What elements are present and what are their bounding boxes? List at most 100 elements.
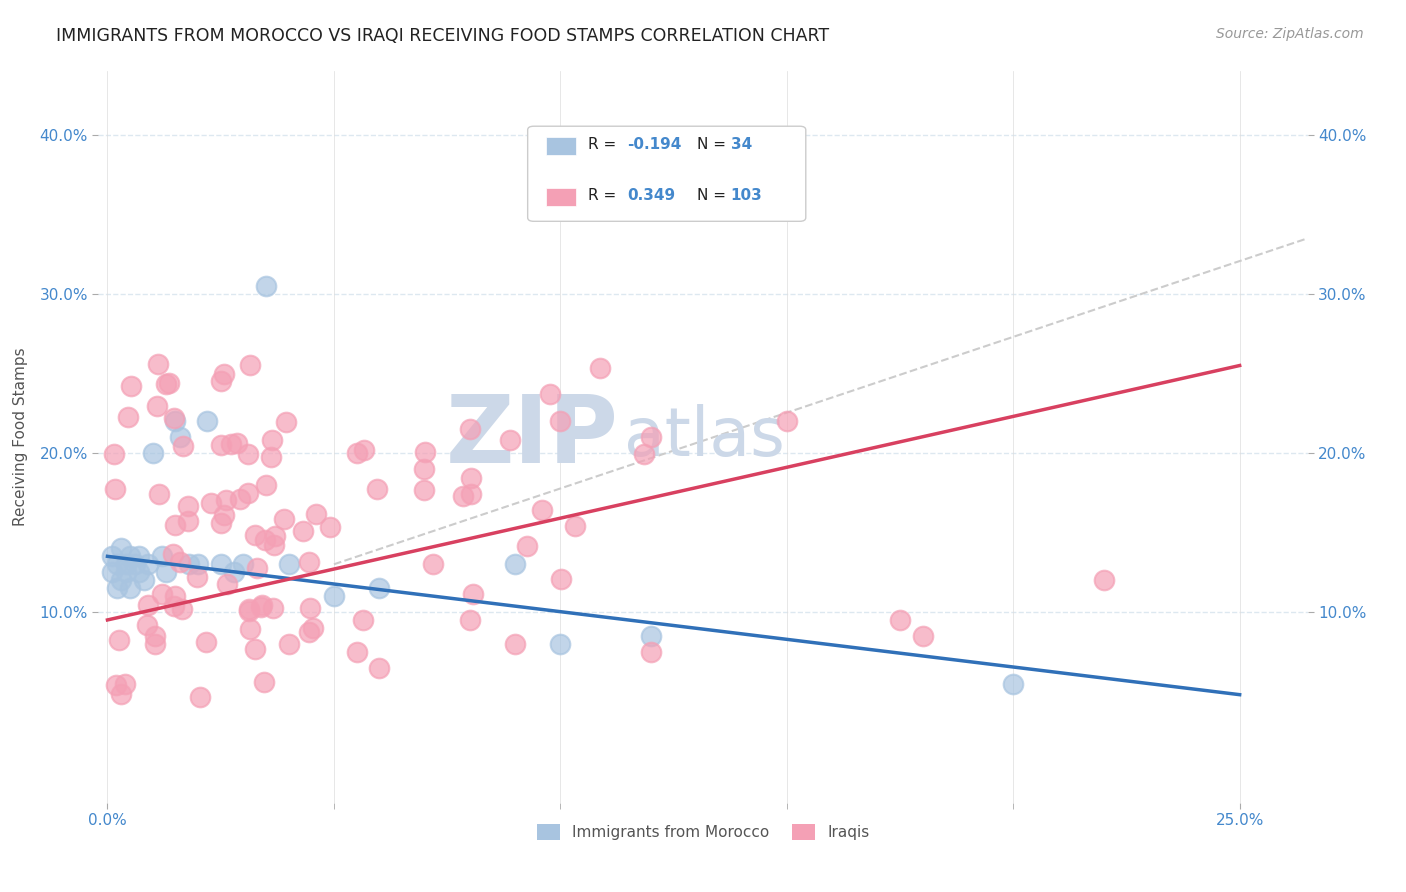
Point <box>531 502 554 516</box>
Point <box>132 573 155 587</box>
Point <box>238 447 260 461</box>
Point <box>640 645 662 659</box>
Point <box>640 430 662 444</box>
Point <box>162 547 184 561</box>
Point <box>503 637 526 651</box>
Point <box>243 642 266 657</box>
Point <box>277 637 299 651</box>
Point <box>254 279 277 293</box>
Point <box>157 376 180 390</box>
Point <box>128 549 150 564</box>
Point <box>110 541 132 556</box>
Point <box>195 414 218 428</box>
Point <box>215 576 238 591</box>
Point <box>104 482 127 496</box>
Point <box>238 601 260 615</box>
Point <box>163 411 186 425</box>
Point <box>215 492 238 507</box>
Point <box>219 437 242 451</box>
Point <box>114 676 136 690</box>
Point <box>110 573 132 587</box>
Point <box>105 581 128 595</box>
Point <box>155 377 177 392</box>
Point <box>110 687 132 701</box>
Point <box>776 414 799 428</box>
Point <box>298 625 321 640</box>
Text: 34: 34 <box>731 137 752 152</box>
Point <box>250 599 273 614</box>
Point <box>640 629 662 643</box>
Point <box>177 558 200 572</box>
Point <box>550 573 572 587</box>
Point <box>538 387 561 401</box>
Point <box>346 446 368 460</box>
Point <box>1002 676 1025 690</box>
Point <box>239 358 262 372</box>
Point <box>143 629 166 643</box>
Point <box>163 599 186 613</box>
Point <box>236 485 259 500</box>
Point <box>238 605 260 619</box>
Point <box>165 414 187 428</box>
Point <box>550 414 572 428</box>
Point <box>413 462 436 476</box>
Point <box>254 533 277 548</box>
Point <box>246 561 269 575</box>
Point <box>550 637 572 651</box>
Point <box>152 587 174 601</box>
Point <box>262 601 284 615</box>
Text: Source: ZipAtlas.com: Source: ZipAtlas.com <box>1216 27 1364 41</box>
Point <box>200 496 222 510</box>
Point <box>633 446 655 460</box>
Text: 103: 103 <box>731 188 762 203</box>
Point <box>209 438 232 452</box>
Point <box>460 487 482 501</box>
Text: R =: R = <box>588 137 621 152</box>
Text: IMMIGRANTS FROM MOROCCO VS IRAQI RECEIVING FOOD STAMPS CORRELATION CHART: IMMIGRANTS FROM MOROCCO VS IRAQI RECEIVI… <box>56 27 830 45</box>
Point <box>114 566 136 580</box>
Point <box>172 439 194 453</box>
Point <box>165 589 187 603</box>
FancyBboxPatch shape <box>546 188 576 206</box>
Point <box>346 645 368 659</box>
Point <box>128 566 150 580</box>
Point <box>214 508 236 523</box>
Point <box>368 581 391 595</box>
Point <box>498 433 520 447</box>
Point <box>292 524 315 538</box>
Point <box>413 483 436 497</box>
Point <box>120 581 142 595</box>
Point <box>209 374 232 388</box>
Point <box>366 482 388 496</box>
Point <box>177 514 200 528</box>
Point <box>169 555 191 569</box>
FancyBboxPatch shape <box>527 126 806 221</box>
Point <box>422 557 444 571</box>
Point <box>253 675 276 690</box>
Point <box>503 558 526 572</box>
Point <box>103 447 125 461</box>
Point <box>458 422 481 436</box>
Point <box>172 602 194 616</box>
Point <box>277 558 299 572</box>
Point <box>302 621 325 635</box>
Point <box>114 558 136 572</box>
Point <box>143 637 166 651</box>
Point <box>1092 573 1115 587</box>
Point <box>589 360 612 375</box>
Point <box>188 690 211 704</box>
Point <box>305 507 328 521</box>
Point <box>516 539 538 553</box>
FancyBboxPatch shape <box>546 136 576 154</box>
Point <box>136 558 159 572</box>
Point <box>226 436 249 450</box>
Point <box>209 558 232 572</box>
Point <box>263 528 285 542</box>
Point <box>120 379 142 393</box>
Point <box>169 430 191 444</box>
Point <box>274 415 297 429</box>
Text: ZIP: ZIP <box>446 391 619 483</box>
Point <box>319 520 342 534</box>
Point <box>194 634 217 648</box>
Point <box>105 558 128 572</box>
